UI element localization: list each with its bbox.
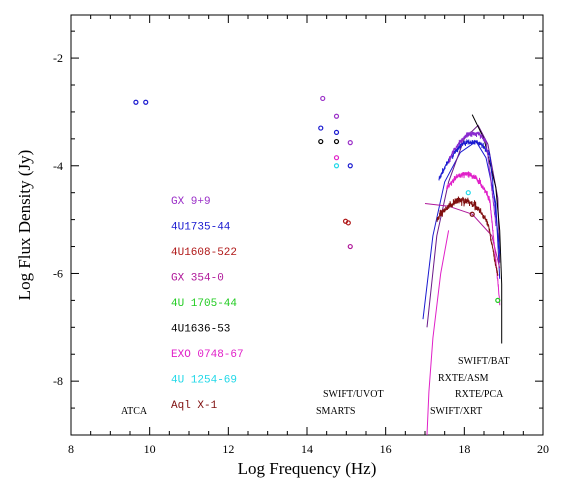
x-tick-label: 12 [222, 442, 234, 456]
x-tick-label: 18 [458, 442, 470, 456]
legend-entry: 4U1608-522 [171, 247, 237, 259]
y-tick-label: -4 [53, 159, 63, 173]
legend-entry: 4U1636-53 [171, 324, 230, 336]
legend-entry: Aql X-1 [171, 400, 218, 412]
annotation-label: SMARTS [316, 406, 355, 417]
x-ray-spectra [422, 114, 503, 436]
spectrum-model-violet [424, 203, 501, 269]
x-tick-label: 8 [68, 442, 74, 456]
legend-entry: EXO 0748-67 [171, 349, 244, 361]
legend-entry: 4U1735-44 [171, 222, 231, 234]
spectrum-exo0748-67 [446, 171, 501, 306]
legend-entry: 4U 1254-69 [171, 375, 237, 387]
axis-ticks [70, 15, 544, 436]
spectrum-4u1735-44 [438, 138, 501, 254]
annotation-label: RXTE/PCA [455, 389, 504, 400]
data-point [133, 99, 139, 105]
data-point [318, 125, 324, 131]
legend-entry: GX 9+9 [171, 196, 211, 208]
x-tick-label: 10 [144, 442, 156, 456]
data-point [333, 138, 340, 145]
data-point [333, 113, 340, 119]
data-point [333, 163, 340, 169]
annotation-label: SWIFT/BAT [458, 356, 510, 367]
annotation-label: SWIFT/XRT [430, 406, 482, 417]
y-tick-label: -8 [53, 374, 63, 388]
annotation-label: RXTE/ASM [438, 373, 489, 384]
data-point [469, 211, 475, 217]
data-point [465, 190, 471, 196]
x-tick-label: 20 [537, 442, 549, 456]
y-axis-title: Log Flux Density (Jy) [15, 150, 34, 301]
data-point [347, 163, 353, 169]
x-tick-label: 14 [301, 442, 313, 456]
data-point [333, 129, 340, 135]
data-point [318, 138, 324, 145]
legend-entry: GX 354-0 [171, 273, 224, 285]
spectrum-model-magenta [426, 230, 450, 436]
data-point [347, 140, 353, 146]
annotation-label: ATCA [121, 406, 148, 417]
annotation-label: SWIFT/UVOT [323, 389, 384, 400]
x-tick-label: 16 [380, 442, 392, 456]
x-axis-title: Log Frequency (Hz) [238, 459, 377, 478]
data-point [345, 220, 351, 226]
spectrum-model-blue [422, 140, 501, 320]
x-tick-labels: 8 10 12 14 16 18 20 [68, 442, 549, 456]
y-tick-label: -6 [53, 266, 63, 280]
plot-frame [70, 14, 544, 436]
legend-entry: 4U 1705-44 [171, 298, 237, 310]
data-point [143, 99, 149, 105]
instrument-annotations: ATCA SWIFT/UVOT SMARTS SWIFT/BAT RXTE/ASM RXT… [121, 356, 510, 417]
data-points [133, 95, 501, 303]
spectrum-gx9-9 [448, 130, 497, 227]
data-point [495, 297, 501, 303]
data-point [347, 243, 353, 250]
spectrum-aqlx-1 [436, 196, 499, 276]
y-tick-labels: -2 -4 -6 -8 [53, 51, 63, 388]
legend: GX 9+9 4U1735-44 4U1608-522 GX 354-0 4U 1705… [171, 196, 244, 412]
data-point [333, 155, 340, 161]
y-tick-label: -2 [53, 51, 63, 65]
data-point [320, 95, 326, 102]
